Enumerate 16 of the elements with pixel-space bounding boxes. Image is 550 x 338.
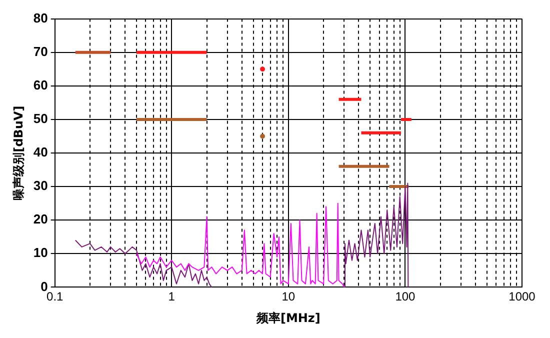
y-axis-title: 噪声级别[dBuV] (11, 106, 26, 200)
x-tick-label: 100 (395, 290, 416, 304)
y-tick-label: 60 (33, 77, 48, 92)
y-tick-label: 30 (33, 178, 48, 194)
x-tick-label: 1000 (508, 290, 536, 304)
y-tick-label: 80 (33, 10, 48, 26)
x-axis-title: 频率[MHz] (255, 310, 320, 325)
y-tick-label: 70 (33, 44, 48, 59)
x-tick-label: 10 (282, 290, 296, 304)
y-tick-label: 0 (40, 278, 48, 294)
y-tick-label: 10 (33, 245, 48, 260)
y-tick-label: 20 (33, 212, 48, 227)
x-tick-label: 0.1 (46, 290, 64, 304)
x-tick-label: 1 (168, 290, 176, 304)
y-tick-label: 40 (33, 144, 48, 160)
y-tick-label: 50 (33, 111, 48, 126)
